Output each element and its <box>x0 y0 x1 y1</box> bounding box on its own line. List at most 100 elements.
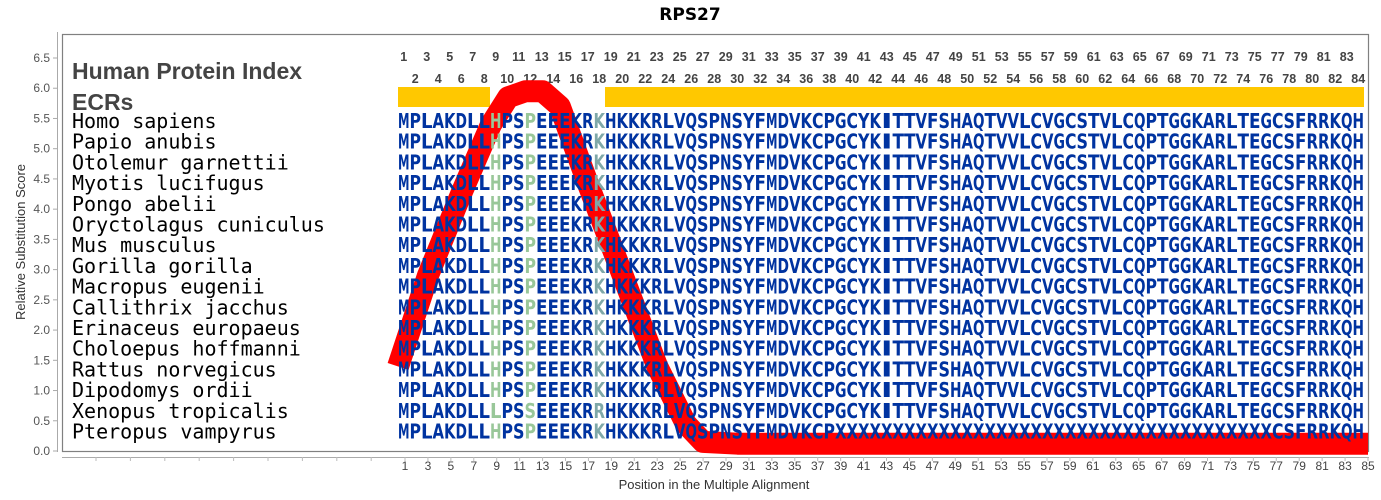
residue: N <box>720 316 732 340</box>
residue: V <box>789 378 801 402</box>
residue: E <box>548 399 560 423</box>
residue: L <box>663 420 675 444</box>
residue: C <box>812 275 824 299</box>
residue: P <box>502 192 514 216</box>
residue: V <box>996 213 1008 237</box>
residue: S <box>939 192 951 216</box>
residue: D <box>778 295 790 319</box>
residue: V <box>1100 213 1112 237</box>
residue: G <box>1261 150 1273 174</box>
position-number: 6 <box>458 72 465 86</box>
residue: S <box>1077 213 1089 237</box>
residue: G <box>1169 399 1181 423</box>
x-tick-label: 63 <box>1109 459 1123 473</box>
residue: R <box>1318 192 1330 216</box>
residue: V <box>1008 233 1020 257</box>
x-tick-label: 51 <box>972 459 986 473</box>
residue: K <box>628 233 641 257</box>
residue: S <box>1284 275 1296 299</box>
residue: E <box>1249 233 1261 257</box>
residue: L <box>1226 357 1238 381</box>
residue: C <box>1123 213 1135 237</box>
residue: F <box>927 109 939 133</box>
residue: G <box>1180 150 1192 174</box>
residue: K <box>594 357 607 381</box>
residue: R <box>582 171 594 195</box>
residue: C <box>812 233 824 257</box>
sequence-row: MPLAKDLLLPSSEEEKRRHKKKRLVQSPNSYFMDVKCPGC… <box>398 399 1364 423</box>
residue: R <box>582 337 594 361</box>
residue: Q <box>1341 378 1353 402</box>
residue: G <box>1169 171 1181 195</box>
residue: L <box>479 213 491 237</box>
residue: F <box>927 233 939 257</box>
residue: K <box>801 357 814 381</box>
species-name: Pteropus vampyrus <box>72 420 277 444</box>
residue: Q <box>1341 192 1353 216</box>
residue: K <box>1192 130 1205 154</box>
residue: S <box>1077 337 1089 361</box>
species-name: Rattus norvegicus <box>72 357 277 381</box>
residue: P <box>824 275 836 299</box>
residue: Q <box>1341 275 1353 299</box>
residue: P <box>709 233 721 257</box>
ecr-bars <box>398 87 1364 107</box>
residue: Q <box>1341 109 1353 133</box>
residue: K <box>571 295 584 319</box>
residue: K <box>801 130 814 154</box>
residue: G <box>1054 192 1066 216</box>
residue: I <box>881 378 893 402</box>
residue: P <box>502 295 514 319</box>
species-name: Mus musculus <box>72 233 217 257</box>
position-number: 33 <box>765 50 779 64</box>
residue: C <box>847 130 859 154</box>
residue: A <box>433 399 445 423</box>
residue: Q <box>973 316 985 340</box>
x-tick-label: 3 <box>425 459 432 473</box>
residue: V <box>789 357 801 381</box>
residue: A <box>1203 275 1215 299</box>
x-tick-label: 65 <box>1132 459 1146 473</box>
position-number: 59 <box>1064 50 1078 64</box>
residue: K <box>628 378 641 402</box>
residue: D <box>778 316 790 340</box>
residue: G <box>835 316 847 340</box>
residue: G <box>1261 130 1273 154</box>
residue: K <box>640 337 653 361</box>
residue: H <box>950 275 962 299</box>
residue: D <box>456 316 468 340</box>
residue: V <box>1008 295 1020 319</box>
ecr-bar <box>398 87 490 107</box>
residue: L <box>663 316 675 340</box>
residue: E <box>559 378 571 402</box>
residue: D <box>456 213 468 237</box>
residue: Q <box>686 150 698 174</box>
residue: L <box>1019 171 1031 195</box>
residue: V <box>1008 109 1020 133</box>
sequence-row: MPLAKDLLHPSPEEEKRKHKKKRLVQSPNSYFMDVKCPGC… <box>398 337 1364 361</box>
residue: C <box>1123 316 1135 340</box>
residue: S <box>732 357 744 381</box>
residue: H <box>1353 378 1365 402</box>
residue: S <box>939 233 951 257</box>
residue: K <box>1192 378 1205 402</box>
residue: T <box>1238 192 1250 216</box>
residue: S <box>939 399 951 423</box>
residue: S <box>1077 275 1089 299</box>
residue: Y <box>742 109 755 133</box>
y-tick-label: 5.0 <box>33 142 50 156</box>
residue: F <box>755 109 767 133</box>
residue: K <box>571 357 584 381</box>
residue: K <box>801 378 814 402</box>
residue: P <box>525 357 537 381</box>
residue: K <box>617 378 630 402</box>
residue: T <box>893 337 905 361</box>
residue: H <box>950 233 962 257</box>
residue: L <box>467 295 479 319</box>
residue: I <box>881 233 893 257</box>
residue: F <box>1295 357 1307 381</box>
residue: K <box>571 171 584 195</box>
residue: M <box>766 213 778 237</box>
residue: S <box>697 378 709 402</box>
residue: C <box>847 192 859 216</box>
